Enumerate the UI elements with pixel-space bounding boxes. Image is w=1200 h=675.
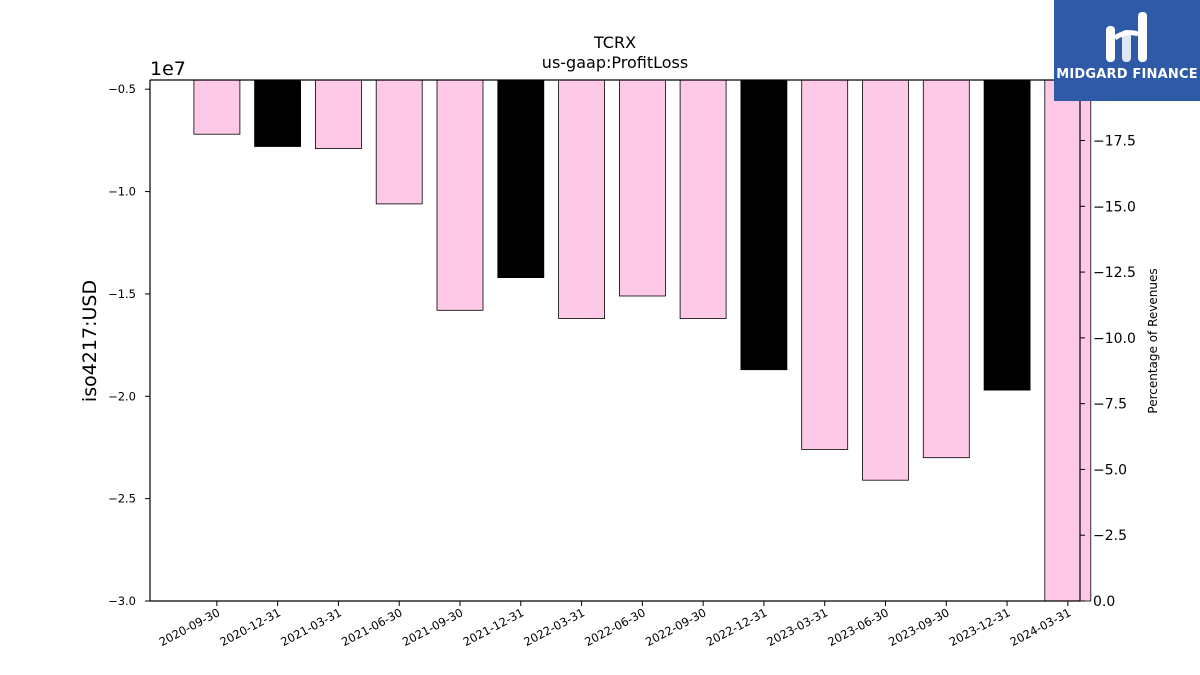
- y2-tick-label: −17.5: [1093, 134, 1136, 150]
- y-axis-label: iso4217:USD: [79, 280, 101, 402]
- bar-2022-09-30: [679, 79, 727, 319]
- bar-2020-12-31: [254, 79, 302, 147]
- y2-tick-label: −2.5: [1093, 528, 1127, 544]
- y2-tick-label: −5.0: [1093, 462, 1127, 478]
- bar-2022-06-30: [619, 79, 666, 297]
- x-tick-label: 2023-06-30: [825, 605, 891, 649]
- x-tick-label: 2022-03-31: [521, 605, 587, 649]
- x-tick-label: 2020-12-31: [217, 605, 283, 649]
- x-tick-label: 2021-09-30: [400, 605, 466, 649]
- bar-2021-09-30: [436, 79, 484, 311]
- bar-2024-03-31: [1044, 79, 1092, 602]
- y-tick-label: −1.5: [108, 287, 136, 301]
- y-tick-label: −1.0: [108, 185, 136, 199]
- y2-tick-label: −12.5: [1093, 265, 1136, 281]
- x-tick-label: 2021-06-30: [339, 605, 405, 649]
- bar-2023-03-31: [801, 79, 849, 450]
- y2-axis-label: Percentage of Revenues: [1146, 268, 1160, 413]
- y-tick-label: −2.0: [108, 389, 136, 403]
- y2-tick-label: 0.0: [1093, 594, 1115, 610]
- chart-title: TCRX: [593, 33, 636, 52]
- y-tick-label: −0.5: [108, 82, 136, 96]
- bar-2021-06-30: [375, 79, 423, 205]
- bar-2022-03-31: [558, 79, 605, 319]
- x-tick-label: 2021-12-31: [461, 605, 527, 649]
- bars-group: [193, 79, 1092, 602]
- bar-2021-03-31: [314, 79, 362, 149]
- y-tick-label: −3.0: [108, 594, 136, 608]
- y2-tick-label: −7.5: [1093, 397, 1127, 413]
- bar-2020-09-30: [193, 79, 241, 135]
- x-tick-label: 2023-09-30: [886, 605, 952, 649]
- bar-2023-12-31: [983, 79, 1031, 391]
- x-tick-label: 2022-06-30: [582, 605, 648, 649]
- brand-logo-mark-icon: [1106, 12, 1147, 62]
- x-tick-label: 2022-09-30: [643, 605, 709, 649]
- x-tick-label: 2023-12-31: [947, 605, 1013, 649]
- x-tick-label: 2024-03-31: [1008, 605, 1074, 649]
- brand-name: MIDGARD FINANCE: [1056, 67, 1198, 82]
- x-tick-label: 2020-09-30: [157, 605, 223, 649]
- bar-2023-09-30: [922, 79, 970, 459]
- y-offset-label: 1e7: [150, 58, 186, 80]
- bar-2021-12-31: [497, 79, 545, 279]
- x-tick-label: 2021-03-31: [278, 605, 344, 649]
- y2-tick-label: −15.0: [1093, 199, 1136, 215]
- x-tick-label: 2022-12-31: [704, 605, 770, 649]
- x-tick-label: 2023-03-31: [765, 605, 831, 649]
- brand-logo: MIDGARD FINANCE: [1054, 0, 1200, 101]
- y2-tick-label: −10.0: [1093, 331, 1136, 347]
- y-tick-label: −2.5: [108, 492, 136, 506]
- chart-subtitle: us-gaap:ProfitLoss: [542, 53, 688, 72]
- bar-2022-12-31: [740, 79, 788, 371]
- bar-2023-06-30: [862, 79, 909, 481]
